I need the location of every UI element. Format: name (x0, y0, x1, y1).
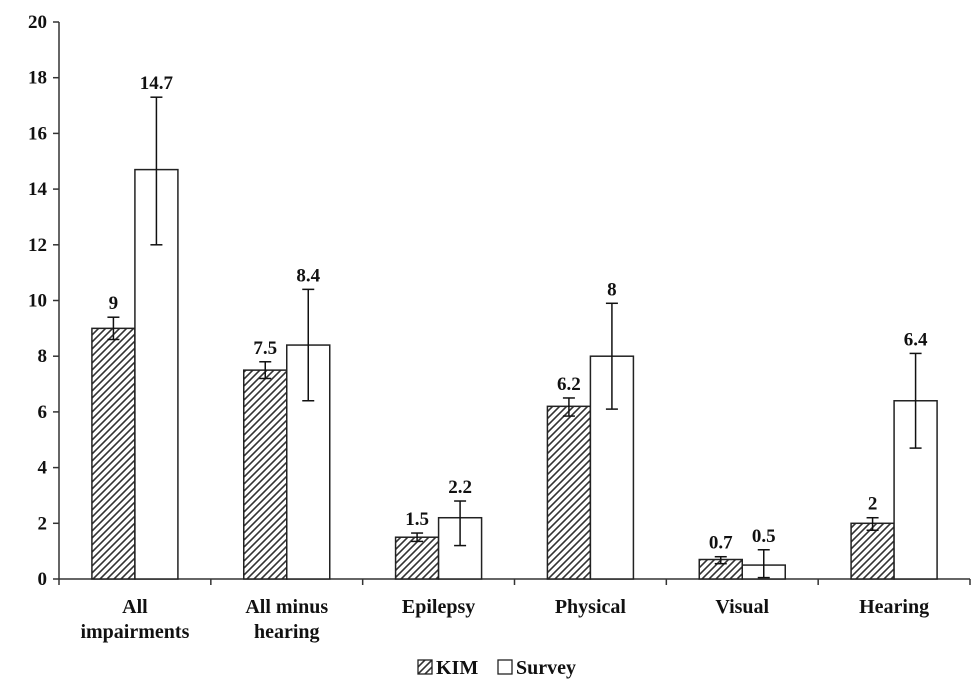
legend-swatch-kim (417, 659, 433, 675)
legend-swatch-survey (497, 659, 513, 675)
y-tick-label: 2 (38, 513, 48, 534)
bar-kim (546, 405, 592, 580)
data-label-kim: 6.2 (557, 374, 581, 395)
bar-kim (850, 522, 895, 580)
data-label-kim: 7.5 (253, 338, 277, 359)
y-tick-label: 20 (28, 12, 47, 33)
y-tick-label: 18 (28, 68, 47, 89)
x-category-label: Hearing (859, 596, 929, 618)
data-label-survey: 0.5 (752, 526, 776, 547)
x-category-label: hearing (254, 621, 320, 643)
y-tick-label: 0 (38, 569, 48, 590)
data-label-survey: 8.4 (296, 265, 320, 286)
x-category-label: Epilepsy (402, 596, 475, 618)
plot-area: 0 2 4 6 8 10 12 14 16 18 20 All impairments All minus… (28, 12, 971, 643)
y-tick-label: 14 (28, 179, 48, 200)
data-label-kim: 2 (868, 494, 878, 515)
data-label-kim: 1.5 (405, 509, 429, 530)
bar-kim (243, 369, 288, 580)
bar-kim (394, 536, 440, 580)
x-category-label: All minus (245, 596, 328, 618)
data-label-kim: 0.7 (709, 533, 733, 554)
legend-label-survey: Survey (516, 657, 576, 679)
y-tick-label: 6 (38, 402, 48, 423)
data-label-survey: 6.4 (904, 329, 928, 350)
data-label-kim: 9 (109, 293, 119, 314)
x-category-label: impairments (80, 621, 189, 643)
x-category-label: Visual (715, 596, 769, 618)
legend: KIM Survey (417, 657, 576, 679)
bar-kim (91, 327, 136, 580)
y-tick-label: 4 (38, 458, 48, 479)
data-label-survey: 2.2 (448, 477, 472, 498)
y-tick-label: 8 (38, 346, 48, 367)
x-category-label: Physical (555, 596, 627, 618)
y-tick-label: 10 (28, 291, 47, 312)
data-label-survey: 8 (607, 279, 617, 300)
x-category-label: All (122, 596, 148, 618)
y-tick-label: 12 (28, 235, 47, 256)
data-label-survey: 14.7 (140, 73, 174, 94)
legend-label-kim: KIM (436, 657, 478, 679)
y-tick-label: 16 (28, 123, 47, 144)
